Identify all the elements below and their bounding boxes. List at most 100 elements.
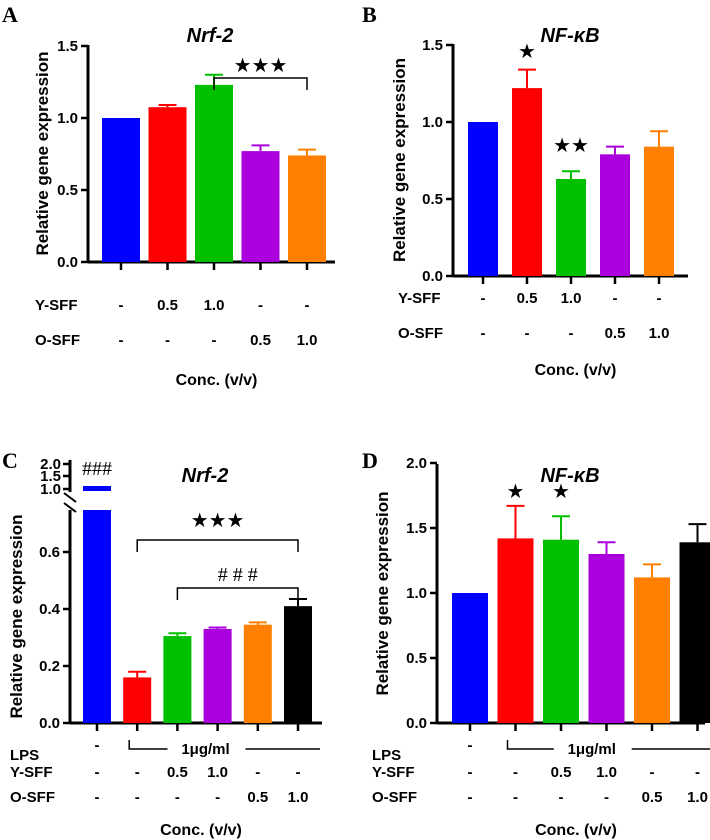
bar [644, 146, 674, 276]
condition-value: - [119, 297, 124, 314]
condition-value: - [165, 332, 170, 349]
y-tick-label: 0.2 [39, 658, 60, 675]
condition-value: 0.5 [250, 332, 271, 349]
y-tick-label: 0.0 [57, 254, 78, 271]
condition-value: - [695, 764, 700, 781]
condition-value: 0.5 [605, 325, 626, 342]
row-label-o-sff: O-SFF [10, 789, 55, 806]
condition-value: - [119, 332, 124, 349]
y-tick-label: 0.0 [422, 268, 443, 285]
condition-value: - [175, 789, 180, 806]
chart-title: NF-κB [540, 25, 599, 47]
x-axis-label: Conc. (v/v) [176, 372, 258, 389]
x-axis-label: Conc. (v/v) [160, 822, 242, 839]
bar [102, 118, 140, 262]
condition-value: - [468, 737, 473, 754]
condition-value: 1.0 [288, 789, 309, 806]
panel-a: A Nrf-2 Relative gene expression 0.0 0.5 1.0 1… [2, 2, 335, 389]
condition-value: - [135, 764, 140, 781]
condition-value: 0.5 [157, 297, 178, 314]
condition-value: - [569, 325, 574, 342]
row-label-lps: LPS [372, 747, 401, 764]
condition-value: - [296, 764, 301, 781]
y-axis-label: Relative gene expression [7, 514, 26, 718]
condition-value: - [481, 325, 486, 342]
chart-title: Nrf-2 [187, 25, 234, 47]
condition-value: 0.5 [247, 789, 268, 806]
condition-value: 1.0 [297, 332, 318, 349]
y-tick-label: 1.5 [422, 37, 443, 54]
bar [243, 624, 272, 723]
row-label-o-sff: O-SFF [372, 789, 417, 806]
y-tick-label: 2.0 [406, 455, 427, 472]
chart-title: Nrf-2 [182, 465, 229, 487]
bar [123, 677, 152, 723]
axis-break-mark [63, 492, 77, 503]
significance-marker: ★ [518, 41, 536, 63]
axis-break-mark [63, 502, 77, 513]
bar [241, 151, 280, 262]
y-tick-label: 0.0 [39, 715, 60, 732]
y-tick-label: 0.4 [39, 601, 61, 618]
condition-value: - [513, 789, 518, 806]
condition-value: - [95, 737, 100, 754]
y-tick-label: 1.0 [40, 481, 61, 498]
bar [588, 554, 625, 723]
y-axis-label: Relative gene expression [390, 58, 409, 262]
condition-value: - [468, 764, 473, 781]
y-tick-label: 1.5 [406, 520, 427, 537]
row-label-y-sff: Y-SFF [398, 290, 441, 307]
y-axis-label: Relative gene expression [33, 51, 52, 255]
row-label-o-sff: O-SFF [398, 325, 443, 342]
significance-marker: ★★★ [191, 510, 245, 532]
lps-dose: 1μg/ml [181, 741, 229, 758]
condition-value: 1.0 [687, 789, 708, 806]
bar [600, 154, 630, 276]
y-tick-label: 2.0 [40, 456, 61, 473]
bar [512, 88, 542, 277]
y-tick-label: 0.5 [406, 650, 427, 667]
condition-value: - [650, 764, 655, 781]
bar [468, 122, 498, 276]
bar [497, 538, 534, 723]
condition-value: - [525, 325, 530, 342]
lps-bracket [128, 740, 168, 750]
y-tick-label: 0.5 [57, 182, 78, 199]
bar [163, 636, 192, 723]
bar-upper [83, 486, 111, 491]
y-tick-label: 1.0 [422, 114, 443, 131]
bar [195, 84, 233, 262]
condition-value: 1.0 [207, 764, 228, 781]
condition-value: - [95, 789, 100, 806]
condition-value: - [212, 332, 217, 349]
condition-value: - [559, 789, 564, 806]
panel-b: B NF-κB Relative gene expression 0.0 0.5 1.0 1… [362, 2, 688, 379]
significance-bracket [176, 587, 299, 600]
y-tick-label: 0.0 [406, 715, 427, 732]
chart-title: NF-κB [540, 465, 599, 487]
significance-bracket [136, 539, 299, 552]
row-label-lps: LPS [10, 747, 39, 764]
x-axis-label: Conc. (v/v) [535, 362, 617, 379]
bar [543, 539, 579, 723]
significance-bracket [213, 77, 308, 90]
condition-value: - [604, 789, 609, 806]
significance-marker: ### [82, 458, 112, 480]
y-tick-label: 0.6 [39, 544, 60, 561]
panel-letter: B [362, 2, 377, 27]
bar [203, 628, 232, 723]
lps-bracket [506, 740, 554, 750]
bar [679, 542, 710, 723]
panel-d: D NF-κB Relative gene expression 0.0 0.5 1.0 1… [362, 448, 710, 839]
bar [634, 577, 670, 723]
condition-value: - [613, 290, 618, 307]
y-tick-label: 1.0 [406, 585, 427, 602]
x-axis-label: Conc. (v/v) [535, 822, 617, 839]
y-axis-label: Relative gene expression [373, 491, 392, 695]
condition-value: 1.0 [649, 325, 670, 342]
significance-marker: ★★ [553, 135, 589, 157]
bar [83, 510, 111, 723]
significance-marker: # # # [218, 564, 258, 586]
significance-marker: ★ [552, 481, 570, 503]
